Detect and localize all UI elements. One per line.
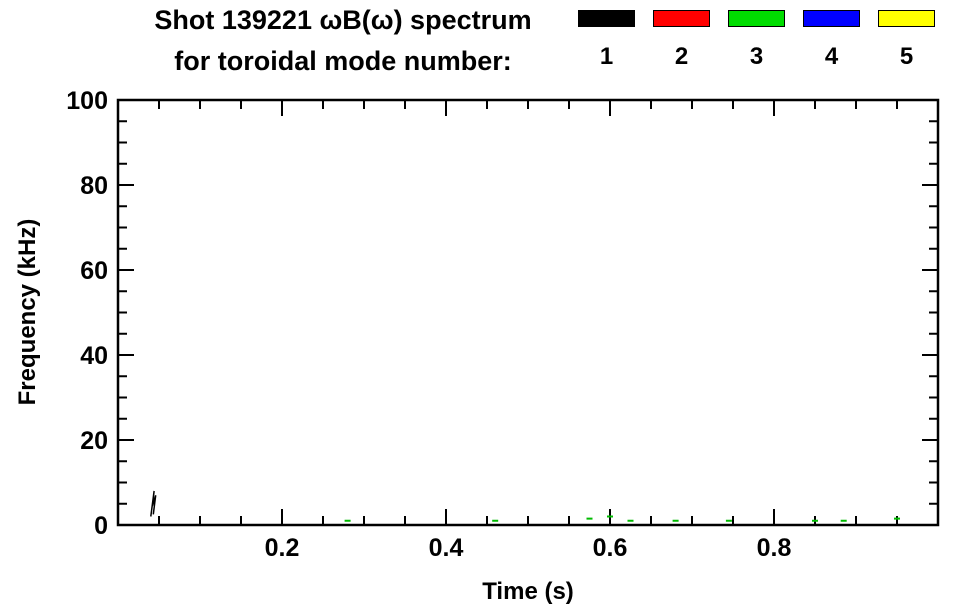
legend-swatch-3 bbox=[728, 10, 785, 27]
series-mode-3-mark bbox=[840, 519, 847, 522]
x-axis-label: Time (s) bbox=[482, 578, 574, 605]
mode-legend: 1 2 3 4 5 bbox=[578, 10, 935, 71]
series-mode-1 bbox=[150, 490, 157, 517]
chart-title: Shot 139221 ωB(ω) spectrum bbox=[154, 5, 532, 35]
series-mode-3-mark bbox=[492, 519, 499, 522]
y-tick-label: 80 bbox=[80, 172, 108, 200]
legend-swatch-2 bbox=[653, 10, 710, 27]
y-tick-label: 0 bbox=[94, 512, 108, 540]
legend-label: 1 bbox=[599, 43, 614, 70]
series-mode-3-mark bbox=[672, 519, 679, 522]
legend-label: 3 bbox=[749, 43, 764, 70]
y-tick-label: 40 bbox=[80, 342, 108, 370]
y-tick-label: 20 bbox=[80, 427, 108, 455]
legend-swatch-1 bbox=[578, 10, 635, 27]
x-tick-label: 0.2 bbox=[265, 534, 300, 562]
series-mode-3-mark bbox=[627, 519, 634, 522]
legend-item-1: 1 bbox=[578, 10, 635, 71]
legend-item-3: 3 bbox=[728, 10, 785, 71]
y-tick-label: 60 bbox=[80, 257, 108, 285]
series-mode-3-mark bbox=[344, 519, 351, 522]
series-mode-3-mark bbox=[607, 515, 613, 518]
series-mode-3-mark bbox=[586, 517, 593, 520]
chart-subtitle: for toroidal mode number: bbox=[174, 46, 512, 76]
legend-item-4: 4 bbox=[803, 10, 860, 71]
legend-label: 5 bbox=[899, 43, 914, 70]
x-tick-label: 0.4 bbox=[429, 534, 464, 562]
series-mode-3-mark bbox=[812, 519, 818, 522]
y-tick-label: 100 bbox=[66, 87, 108, 115]
series-mode-3-mark bbox=[894, 517, 900, 520]
plot-border bbox=[116, 98, 940, 527]
legend-item-2: 2 bbox=[653, 10, 710, 71]
x-tick-label: 0.8 bbox=[757, 534, 792, 562]
x-tick-label: 0.6 bbox=[593, 534, 628, 562]
series-mode-3-mark bbox=[725, 519, 732, 522]
legend-label: 2 bbox=[674, 43, 689, 70]
legend-swatch-5 bbox=[878, 10, 935, 27]
legend-swatch-4 bbox=[803, 10, 860, 27]
legend-label: 4 bbox=[824, 43, 839, 70]
legend-item-5: 5 bbox=[878, 10, 935, 71]
